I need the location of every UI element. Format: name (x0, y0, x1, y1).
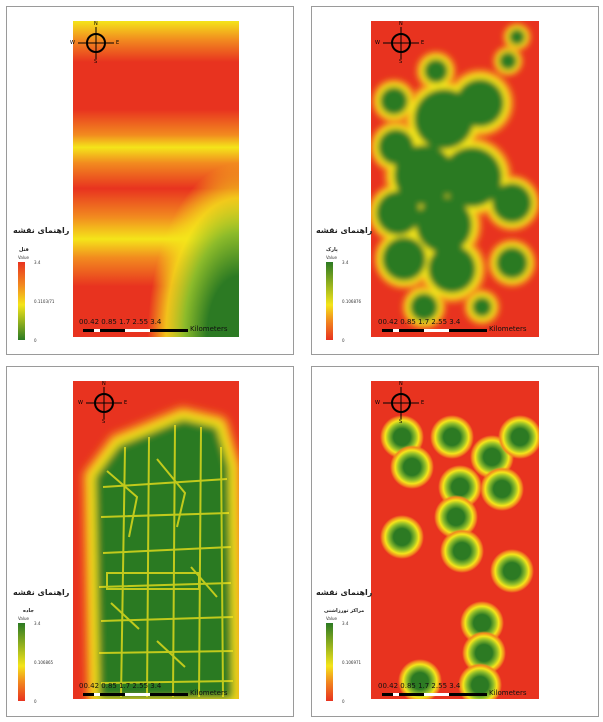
map-panel-centers: N S W E 00.42 0.85 1.7 2.55 3.4 Kilomete… (311, 366, 599, 717)
compass-w-label: W (70, 40, 75, 46)
scale-ticks: 00.42 0.85 1.7 2.55 3.4 (378, 682, 461, 690)
compass-e-label: E (116, 40, 120, 46)
map-panel-park: N S W E 00.42 0.85 1.7 2.55 3.4 Kilomete… (311, 6, 599, 355)
park-buffers (371, 23, 539, 329)
compass-e-label: E (124, 400, 128, 406)
scale-unit: Kilometers (190, 325, 228, 333)
legend-min: 0 (34, 338, 37, 343)
map-panel-murder: N S W E 00.42 0.85 1.7 2.55 3.4 Kilomete… (6, 6, 294, 355)
scale-bar (83, 329, 188, 332)
legend-title: راهنمای نقشه (316, 588, 373, 597)
center-buffers (380, 415, 539, 699)
compass-e-label: E (421, 40, 425, 46)
legend-ramp (326, 623, 333, 701)
compass-n-label: N (399, 381, 403, 387)
legend-layer: جاده (23, 608, 34, 614)
compass-s-label: S (102, 419, 106, 425)
legend-value-label: Value (326, 255, 337, 260)
legend-min: 0 (34, 699, 37, 704)
raster-murder (73, 21, 239, 337)
compass-s-label: S (399, 59, 403, 65)
scale-ticks: 00.42 0.85 1.7 2.55 3.4 (79, 682, 162, 690)
compass-s-label: S (94, 59, 98, 65)
legend-layer: قتل (19, 247, 29, 253)
legend-mid: 0.1103/71 (34, 299, 55, 304)
road-buffer (82, 406, 239, 699)
legend-value-label: Value (18, 616, 29, 621)
legend-ramp (326, 262, 333, 340)
north-arrow (383, 387, 419, 419)
legend-title: راهنمای نقشه (13, 226, 70, 235)
compass-w-label: W (375, 40, 380, 46)
north-arrow (383, 27, 419, 59)
legend-min: 0 (342, 699, 345, 704)
legend-layer: پارک (326, 247, 338, 253)
legend-layer: مراکز تورزاشنی (324, 608, 365, 614)
legend-max: 3.4 (34, 621, 41, 626)
compass-n-label: N (102, 381, 106, 387)
compass-e-label: E (421, 400, 425, 406)
legend-value-label: Value (326, 616, 337, 621)
scale-bar (382, 329, 487, 332)
raster-centers (371, 381, 539, 699)
legend-mid: 0.106865 (34, 660, 54, 665)
compass-s-label: S (399, 419, 403, 425)
scale-unit: Kilometers (489, 689, 527, 697)
legend-mid: 0.106971 (342, 660, 362, 665)
legend-ramp (18, 623, 25, 701)
compass-n-label: N (94, 21, 98, 27)
legend-max: 3.4 (342, 621, 349, 626)
legend-max: 3.4 (34, 260, 41, 265)
road-network (98, 424, 234, 698)
compass-w-label: W (375, 400, 380, 406)
legend-ramp (18, 262, 25, 340)
scale-bar (83, 693, 188, 696)
north-arrow (86, 387, 122, 419)
scale-ticks: 00.42 0.85 1.7 2.55 3.4 (79, 318, 162, 326)
north-arrow (78, 27, 114, 59)
legend-title: راهنمای نقشه (316, 226, 373, 235)
raster-park (371, 21, 539, 337)
compass-w-label: W (78, 400, 83, 406)
map-panel-road: N S W E 00.42 0.85 1.7 2.55 3.4 Kilomete… (6, 366, 294, 717)
legend-value-label: Value (18, 255, 29, 260)
legend-title: راهنمای نقشه (13, 588, 70, 597)
legend-max: 3.4 (342, 260, 349, 265)
scale-bar (382, 693, 487, 696)
legend-mid: 0.106876 (342, 299, 362, 304)
compass-n-label: N (399, 21, 403, 27)
raster-road (73, 381, 239, 699)
scale-ticks: 00.42 0.85 1.7 2.55 3.4 (378, 318, 461, 326)
surface-low-zone (73, 21, 239, 337)
legend-min: 0 (342, 338, 345, 343)
scale-unit: Kilometers (489, 325, 527, 333)
scale-unit: Kilometers (190, 689, 228, 697)
